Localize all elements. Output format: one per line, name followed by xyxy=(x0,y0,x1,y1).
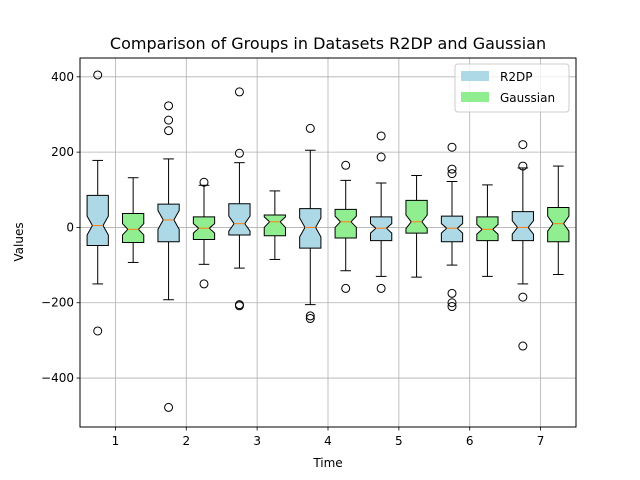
outlier-point xyxy=(518,161,528,171)
y-tick-label: −400 xyxy=(41,371,74,385)
r2dp-box xyxy=(157,101,180,412)
x-tick-label: 1 xyxy=(112,434,120,448)
legend-swatch xyxy=(461,71,489,81)
box-body xyxy=(334,208,357,239)
legend-label: Gaussian xyxy=(500,91,555,105)
outlier-point xyxy=(199,279,209,289)
outlier-point xyxy=(376,131,386,141)
box-body xyxy=(547,206,570,243)
outlier-point xyxy=(164,126,174,136)
boxes xyxy=(86,70,570,412)
y-tick-label: 0 xyxy=(66,220,74,234)
outlier-point xyxy=(164,402,174,412)
outlier-point xyxy=(447,302,457,312)
outlier-point xyxy=(447,164,457,174)
box-body xyxy=(122,213,145,243)
x-axis: 1 2 3 4 5 6 7 xyxy=(112,427,545,448)
r2dp-box xyxy=(86,70,109,336)
r2dp-box xyxy=(511,140,534,351)
x-tick-label: 6 xyxy=(466,434,474,448)
gaussian-box xyxy=(192,177,216,289)
outlier-point xyxy=(305,123,315,133)
y-tick-label: 400 xyxy=(51,70,74,84)
outlier-point xyxy=(164,115,174,125)
outlier-point xyxy=(518,341,528,351)
outlier-point xyxy=(234,301,244,311)
r2dp-box xyxy=(299,123,322,324)
r2dp-box xyxy=(370,131,393,293)
outlier-point xyxy=(447,169,457,179)
outlier-point xyxy=(305,311,315,321)
outlier-point xyxy=(341,283,351,293)
legend-swatch xyxy=(461,92,489,102)
outlier-point xyxy=(234,148,244,158)
box-body xyxy=(476,216,499,242)
outlier-point xyxy=(93,70,103,80)
gaussian-box xyxy=(334,160,357,293)
outlier-point xyxy=(518,292,528,302)
box-body xyxy=(157,203,180,243)
outlier-point xyxy=(341,160,351,170)
outlier-point xyxy=(164,101,174,111)
x-axis-label: Time xyxy=(312,456,342,470)
x-tick-label: 3 xyxy=(253,434,261,448)
outlier-point xyxy=(518,140,528,150)
legend-label: R2DP xyxy=(500,70,532,84)
y-axis-label: Values xyxy=(12,222,26,261)
gaussian-box xyxy=(547,165,570,276)
box-body xyxy=(405,199,428,234)
r2dp-box xyxy=(228,87,251,311)
box-body xyxy=(440,215,464,243)
gaussian-box xyxy=(263,190,286,260)
outlier-point xyxy=(199,177,209,187)
box-body xyxy=(511,211,534,242)
gaussian-box xyxy=(405,174,428,278)
box-body xyxy=(86,194,109,247)
outlier-point xyxy=(376,283,386,293)
box-body xyxy=(263,214,286,237)
outlier-point xyxy=(376,152,386,162)
gaussian-box xyxy=(476,184,499,277)
x-tick-label: 4 xyxy=(324,434,332,448)
outlier-point xyxy=(234,87,244,97)
y-axis: −400 −200 0 200 400 xyxy=(41,70,80,385)
chart-title: Comparison of Groups in Datasets R2DP an… xyxy=(110,34,546,53)
outlier-point xyxy=(447,142,457,152)
y-tick-label: −200 xyxy=(41,296,74,310)
gaussian-box xyxy=(122,177,145,263)
box-body xyxy=(228,203,251,236)
outlier-point xyxy=(93,326,103,336)
box-body xyxy=(370,216,393,242)
outlier-point xyxy=(447,288,457,298)
legend: R2DP Gaussian xyxy=(454,63,570,113)
x-tick-label: 5 xyxy=(395,434,403,448)
outlier-point xyxy=(447,298,457,308)
y-tick-label: 200 xyxy=(51,145,74,159)
x-tick-label: 7 xyxy=(537,434,545,448)
r2dp-box xyxy=(440,142,464,312)
outlier-point xyxy=(305,314,315,324)
box-body xyxy=(299,208,322,249)
x-tick-label: 2 xyxy=(182,434,190,448)
